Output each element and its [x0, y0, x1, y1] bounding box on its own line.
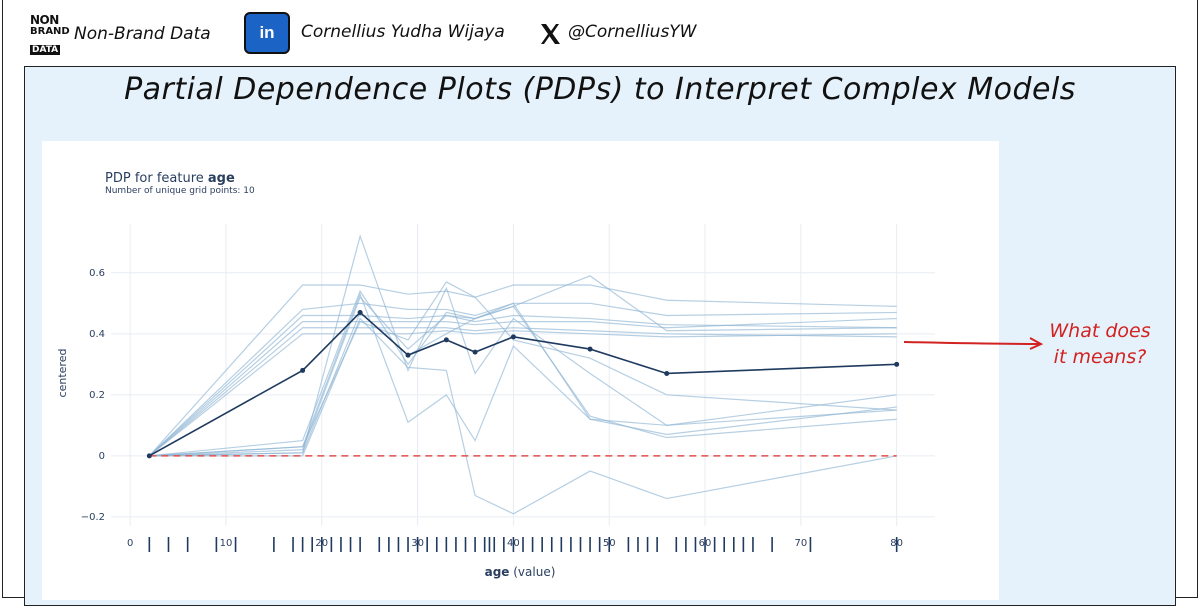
- page-title: Partial Dependence Plots (PDPs) to Inter…: [124, 72, 1076, 107]
- grid: [111, 224, 935, 526]
- chart-card: 01020304050607080−0.200.20.40.6 PDP for …: [42, 141, 999, 600]
- pdp-point: [300, 367, 306, 373]
- y-tick-label: 0.4: [89, 329, 105, 340]
- ice-lines: [148, 234, 897, 515]
- linkedin-icon[interactable]: in: [244, 12, 290, 54]
- logo-line-2: BRAND: [30, 26, 70, 37]
- logo-line-3: DATA: [30, 45, 61, 55]
- rug-plot: [148, 537, 898, 552]
- annotation-note: What does it means?: [1030, 318, 1170, 370]
- pdp-point: [357, 309, 363, 315]
- pdp-point: [405, 352, 411, 358]
- x-tick-label: 0: [127, 538, 133, 549]
- x-axis-label: age (value): [485, 565, 556, 579]
- x-tick-label: 70: [794, 538, 807, 549]
- brand-logo: NON BRAND DATA: [30, 13, 70, 55]
- pdp-point: [472, 349, 478, 355]
- annotation-line-1: What does: [1049, 320, 1151, 342]
- ice-line: [148, 284, 897, 457]
- x-handle[interactable]: @CornelliusYW: [568, 22, 697, 42]
- ice-line: [148, 317, 897, 457]
- ice-line: [148, 327, 897, 457]
- pdp-point: [146, 453, 152, 459]
- ice-line: [149, 317, 897, 515]
- ice-line: [149, 296, 897, 457]
- ice-line: [148, 302, 897, 457]
- chart-title: PDP for feature age: [105, 171, 235, 186]
- brand-name: Non-Brand Data: [74, 24, 211, 44]
- header: NON BRAND DATA Non-Brand Data in Cornell…: [0, 0, 1200, 66]
- pdp-point: [510, 334, 516, 340]
- logo-line-1: NON: [30, 13, 59, 27]
- author-name[interactable]: Cornellius Yudha Wijaya: [301, 22, 505, 42]
- annotation-line-2: it means?: [1053, 346, 1147, 368]
- pdp-line: [148, 311, 897, 457]
- y-tick-label: 0.2: [89, 390, 105, 401]
- y-tick-label: 0.6: [89, 268, 105, 279]
- ice-line: [149, 281, 897, 457]
- pdp-point: [587, 346, 593, 352]
- y-axis-label: centered: [56, 349, 69, 398]
- ice-line: [149, 234, 897, 457]
- annotation-arrow: [903, 337, 1044, 350]
- y-tick-label: 0: [99, 451, 105, 462]
- chart-subtitle: Number of unique grid points: 10: [105, 186, 255, 196]
- y-tick-label: −0.2: [81, 512, 105, 523]
- x-tick-label: 10: [220, 538, 233, 549]
- pdp-point: [894, 361, 900, 367]
- pdp-chart: 01020304050607080−0.200.20.40.6 PDP for …: [56, 171, 935, 579]
- pdp-series: [146, 309, 900, 459]
- pdp-point: [443, 337, 449, 343]
- ice-line: [149, 289, 897, 457]
- ice-line: [149, 275, 897, 457]
- x-logo-icon[interactable]: [538, 22, 562, 46]
- pdp-point: [664, 370, 670, 376]
- ice-line: [148, 314, 897, 457]
